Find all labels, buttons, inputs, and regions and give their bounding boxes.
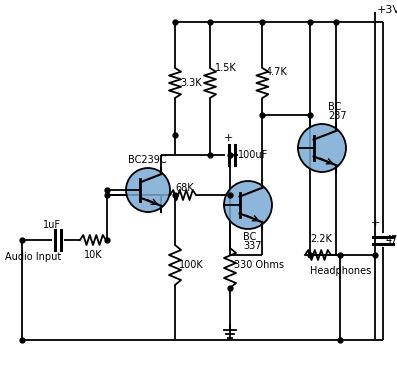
Text: Headphones: Headphones xyxy=(310,266,371,276)
Text: 4.7K: 4.7K xyxy=(266,67,287,77)
Text: BC: BC xyxy=(328,102,341,112)
Text: +: + xyxy=(223,133,233,143)
Text: BC: BC xyxy=(243,232,256,242)
Text: 10K: 10K xyxy=(84,250,102,260)
Circle shape xyxy=(224,181,272,229)
Text: 2.2K: 2.2K xyxy=(310,234,332,244)
Text: 3.3K: 3.3K xyxy=(180,78,202,88)
Text: 1.5K: 1.5K xyxy=(215,63,237,73)
Text: +: + xyxy=(370,218,380,228)
Text: 330 Ohms: 330 Ohms xyxy=(234,260,284,270)
Circle shape xyxy=(298,124,346,172)
Text: 68K: 68K xyxy=(175,183,194,193)
Text: 1uF: 1uF xyxy=(43,220,61,230)
Text: 337: 337 xyxy=(243,241,262,251)
Text: 100K: 100K xyxy=(179,260,204,270)
Text: 470uF: 470uF xyxy=(386,235,397,245)
Text: +3V: +3V xyxy=(377,5,397,15)
Text: Audio Input: Audio Input xyxy=(5,252,61,262)
Circle shape xyxy=(126,168,170,212)
Text: 237: 237 xyxy=(328,111,347,121)
Text: 100uF: 100uF xyxy=(238,150,268,160)
Text: BC239C: BC239C xyxy=(128,155,167,165)
